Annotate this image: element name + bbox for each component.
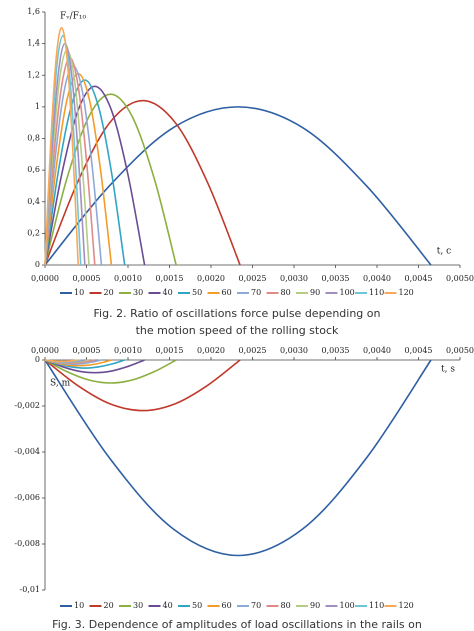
legend-label: 110 <box>369 288 384 297</box>
data-line <box>44 106 432 266</box>
legend-label: 10 <box>74 288 84 297</box>
caption: Fig. 3. Dependence of amplitudes of load… <box>52 618 422 631</box>
x-tick-label: 0,0020 <box>197 346 225 355</box>
data-line <box>44 359 177 384</box>
legend-label: 30 <box>133 288 143 297</box>
data-line <box>44 79 126 266</box>
x-axis-label: t, s <box>441 365 455 375</box>
x-tick-label: 0,0025 <box>239 274 267 283</box>
legend-label: 100 <box>340 601 355 610</box>
x-tick-label: 0,0015 <box>156 346 184 355</box>
x-tick-label: 0,0010 <box>114 346 142 355</box>
legend-label: 60 <box>222 288 232 297</box>
caption: Fig. 2. Ratio of oscillations force puls… <box>94 307 381 320</box>
x-tick-label: 0,0045 <box>405 346 433 355</box>
legend-label: 20 <box>104 601 114 610</box>
legend-label: 80 <box>281 288 291 297</box>
x-tick-label: 0,0010 <box>114 274 142 283</box>
x-tick-label: 0,0015 <box>156 274 184 283</box>
y-tick-label: 1,2 <box>27 70 40 79</box>
legend-label: 40 <box>163 601 173 610</box>
y-tick-label: -0,006 <box>14 493 40 502</box>
caption: the motion speed of the rolling stock <box>136 324 339 337</box>
legend-label: 40 <box>163 288 173 297</box>
x-tick-label: 0,0000 <box>31 346 59 355</box>
y-tick-label: -0,01 <box>19 585 40 594</box>
legend-label: 60 <box>222 601 232 610</box>
legend-label: 70 <box>251 601 261 610</box>
x-tick-label: 0,0030 <box>280 274 308 283</box>
x-tick-label: 0,0005 <box>73 274 101 283</box>
data-line <box>44 99 241 266</box>
legend-label: 20 <box>104 288 114 297</box>
y-tick-label: 0,8 <box>27 134 40 143</box>
legend-label: 50 <box>192 601 202 610</box>
legend-label: 80 <box>281 601 291 610</box>
legend-label: 120 <box>399 288 414 297</box>
x-tick-label: 0,0050 <box>446 346 474 355</box>
y-tick-label: 1,4 <box>27 39 40 48</box>
data-line <box>44 359 79 363</box>
y-tick-label: 0,2 <box>27 228 40 237</box>
data-line <box>44 85 146 266</box>
legend-label: 50 <box>192 288 202 297</box>
legend-label: 10 <box>74 601 84 610</box>
legend-label: 90 <box>310 601 320 610</box>
x-axis-label: t, c <box>437 247 451 257</box>
y-tick-label: -0,002 <box>14 401 40 410</box>
legend-label: 70 <box>251 288 261 297</box>
legend-label: 100 <box>340 288 355 297</box>
x-tick-label: 0,0025 <box>239 346 267 355</box>
data-line <box>44 359 432 557</box>
legend-label: 30 <box>133 601 143 610</box>
x-tick-label: 0,0000 <box>31 274 59 283</box>
y-tick-label: 0,4 <box>27 197 40 206</box>
data-line <box>44 27 79 266</box>
y-tick-label: 0 <box>35 260 40 269</box>
y-tick-label: 1,6 <box>27 7 40 16</box>
x-tick-label: 0,0050 <box>446 274 474 283</box>
data-line <box>44 359 241 412</box>
y-tick-label: 0 <box>35 355 40 364</box>
data-line <box>44 93 177 266</box>
x-tick-label: 0,0035 <box>322 274 350 283</box>
y-tick-label: -0,008 <box>14 539 40 548</box>
x-tick-label: 0,0035 <box>322 346 350 355</box>
x-tick-label: 0,0020 <box>197 274 225 283</box>
legend-label: 90 <box>310 288 320 297</box>
y-tick-label: -0,004 <box>14 447 40 456</box>
data-line <box>44 359 145 374</box>
legend-label: 110 <box>369 601 384 610</box>
legend-label: 120 <box>399 601 414 610</box>
y-tick-label: 1 <box>35 102 40 111</box>
x-tick-label: 0,0045 <box>405 274 433 283</box>
data-line <box>44 64 103 266</box>
y-tick-label: 0,6 <box>27 165 40 174</box>
x-tick-label: 0,0040 <box>363 274 391 283</box>
x-tick-label: 0,0005 <box>73 346 101 355</box>
y-axis-label: Fᵥ/F₁₀ <box>60 12 86 22</box>
x-tick-label: 0,0030 <box>280 346 308 355</box>
x-tick-label: 0,0040 <box>363 346 391 355</box>
